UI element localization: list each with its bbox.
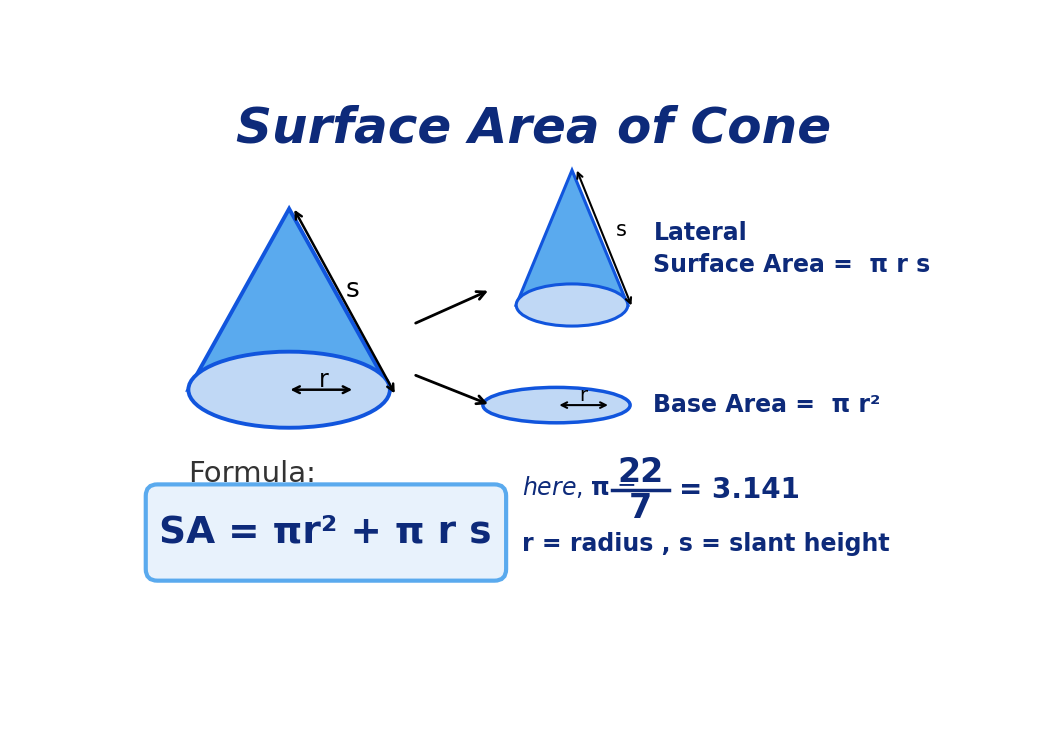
- Text: Formula:: Formula:: [189, 460, 317, 489]
- Polygon shape: [516, 171, 627, 305]
- Ellipse shape: [516, 284, 627, 326]
- Text: r: r: [319, 368, 329, 392]
- Text: Base Area =  π r²: Base Area = π r²: [653, 393, 880, 417]
- Text: s: s: [616, 220, 626, 240]
- Ellipse shape: [482, 387, 630, 423]
- Text: Surface Area of Cone: Surface Area of Cone: [237, 105, 832, 153]
- Text: s: s: [346, 276, 359, 302]
- Text: SA = πr² + π r s: SA = πr² + π r s: [159, 514, 492, 550]
- Text: 22: 22: [617, 456, 664, 489]
- Text: $\it{here}$, $\mathbf{\pi}$ =: $\it{here}$, $\mathbf{\pi}$ =: [522, 475, 639, 501]
- Text: r: r: [579, 387, 588, 405]
- Polygon shape: [189, 209, 390, 390]
- Text: Lateral
Surface Area =  π r s: Lateral Surface Area = π r s: [653, 221, 931, 276]
- FancyBboxPatch shape: [146, 484, 506, 580]
- Text: = 3.141: = 3.141: [679, 476, 800, 504]
- Text: 7: 7: [628, 492, 652, 524]
- Text: r = radius , s = slant height: r = radius , s = slant height: [522, 532, 889, 556]
- Ellipse shape: [189, 352, 390, 428]
